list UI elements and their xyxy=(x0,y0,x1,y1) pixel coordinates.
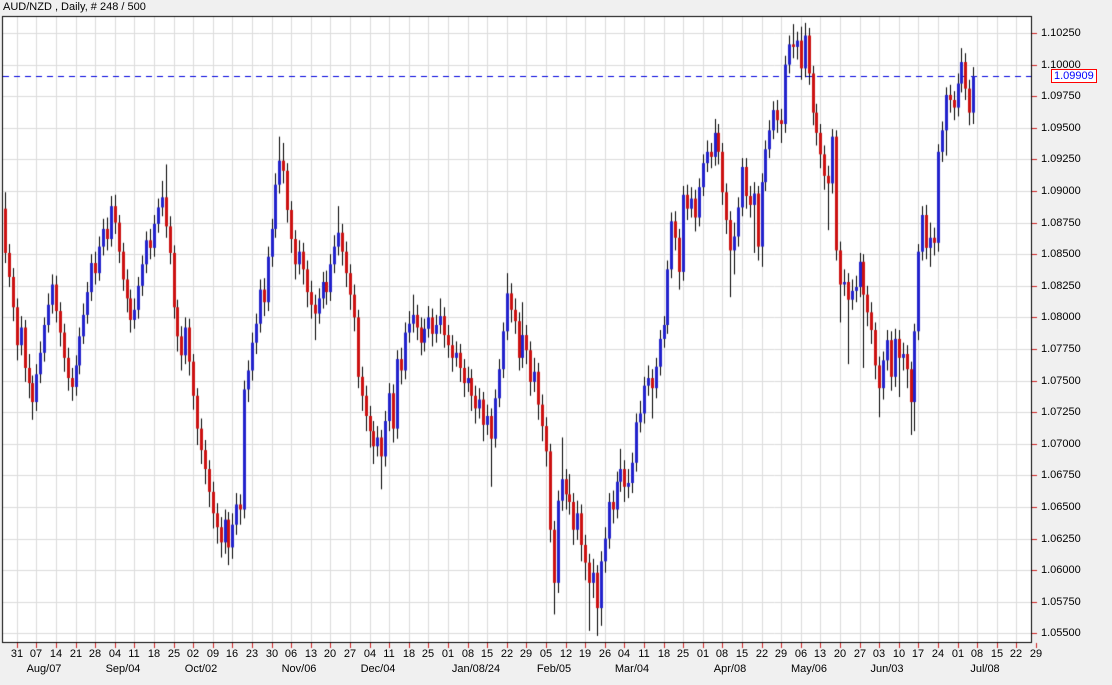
x-axis-day-label: 29 xyxy=(519,648,533,660)
x-axis-day-label: 29 xyxy=(774,648,788,660)
x-axis-day-label: 11 xyxy=(383,648,395,660)
y-axis-label: 1.06250 xyxy=(1041,533,1081,545)
x-axis-day-label: 25 xyxy=(676,648,690,660)
y-axis-label: 1.07500 xyxy=(1041,375,1081,387)
x-axis-day-label: 12 xyxy=(559,648,573,660)
y-axis-label: 1.06500 xyxy=(1041,501,1081,513)
x-axis-month-label: Dec/04 xyxy=(360,663,396,675)
y-axis-label: 1.08500 xyxy=(1041,248,1081,260)
x-axis-day-label: 15 xyxy=(735,648,749,660)
y-axis-label: 1.07750 xyxy=(1041,343,1081,355)
x-axis-day-label: 21 xyxy=(69,648,83,660)
x-axis-day-label: 01 xyxy=(696,648,710,660)
x-axis-day-label: 18 xyxy=(402,648,416,660)
x-axis-day-label: 25 xyxy=(167,648,181,660)
x-axis-day-label: 06 xyxy=(794,648,808,660)
x-axis-day-label: 13 xyxy=(304,648,318,660)
chart-title: AUD/NZD , Daily, # 248 / 500 xyxy=(3,1,146,13)
x-axis-day-label: 19 xyxy=(578,648,592,660)
y-axis-label: 1.09000 xyxy=(1041,185,1081,197)
x-axis-day-label: 01 xyxy=(441,648,455,660)
x-axis-day-label: 10 xyxy=(892,648,906,660)
x-axis-day-label: 15 xyxy=(990,648,1004,660)
x-axis-day-label: 07 xyxy=(29,648,43,660)
x-axis-day-label: 09 xyxy=(206,648,220,660)
x-axis-day-label: 24 xyxy=(931,648,945,660)
x-axis-day-label: 22 xyxy=(755,648,769,660)
x-axis-day-label: 27 xyxy=(853,648,867,660)
y-axis-label: 1.10000 xyxy=(1041,59,1081,71)
x-axis-day-label: 20 xyxy=(323,648,337,660)
x-axis-month-label: Oct/02 xyxy=(184,663,218,675)
x-axis-month-label: Jun/03 xyxy=(870,663,904,675)
x-axis-month-label: Aug/07 xyxy=(26,663,62,675)
x-axis-day-label: 29 xyxy=(1029,648,1043,660)
x-axis-month-label: Sep/04 xyxy=(105,663,141,675)
y-axis-label: 1.08750 xyxy=(1041,217,1081,229)
y-axis-label: 1.09250 xyxy=(1041,153,1081,165)
y-axis-label: 1.09750 xyxy=(1041,90,1081,102)
x-axis-day-label: 27 xyxy=(343,648,357,660)
x-axis-day-label: 04 xyxy=(617,648,631,660)
x-axis-day-label: 18 xyxy=(657,648,671,660)
x-axis-day-label: 17 xyxy=(911,648,925,660)
x-axis-month-label: Feb/05 xyxy=(536,663,572,675)
x-axis-day-label: 04 xyxy=(108,648,122,660)
x-axis-day-label: 13 xyxy=(813,648,827,660)
x-axis-day-label: 20 xyxy=(833,648,847,660)
x-axis-day-label: 22 xyxy=(500,648,514,660)
x-axis-day-label: 30 xyxy=(265,648,279,660)
x-axis-day-label: 23 xyxy=(245,648,259,660)
x-axis-day-label: 04 xyxy=(363,648,377,660)
current-price-tag: 1.09909 xyxy=(1051,69,1097,83)
y-axis-label: 1.10250 xyxy=(1041,27,1081,39)
x-axis-day-label: 11 xyxy=(638,648,650,660)
x-axis-day-label: 06 xyxy=(284,648,298,660)
x-axis-day-label: 25 xyxy=(421,648,435,660)
x-axis-day-label: 03 xyxy=(872,648,886,660)
x-axis-day-label: 05 xyxy=(539,648,553,660)
y-axis-label: 1.07250 xyxy=(1041,406,1081,418)
x-axis-day-label: 31 xyxy=(10,648,24,660)
y-axis-label: 1.07000 xyxy=(1041,438,1081,450)
y-axis-label: 1.08000 xyxy=(1041,311,1081,323)
x-axis-month-label: May/06 xyxy=(790,663,828,675)
x-axis-day-label: 22 xyxy=(1009,648,1023,660)
x-axis-day-label: 08 xyxy=(461,648,475,660)
y-axis-label: 1.06750 xyxy=(1041,469,1081,481)
x-axis-day-label: 15 xyxy=(480,648,494,660)
x-axis-day-label: 28 xyxy=(88,648,102,660)
x-axis-day-label: 01 xyxy=(951,648,965,660)
x-axis-day-label: 08 xyxy=(715,648,729,660)
x-axis-day-label: 02 xyxy=(186,648,200,660)
y-axis-label: 1.08250 xyxy=(1041,280,1081,292)
x-axis-day-label: 14 xyxy=(49,648,63,660)
x-axis-month-label: Jan/08/24 xyxy=(451,663,501,675)
y-axis-label: 1.09500 xyxy=(1041,122,1081,134)
y-axis-label: 1.05750 xyxy=(1041,596,1081,608)
x-axis-day-label: 16 xyxy=(225,648,239,660)
x-axis-day-label: 18 xyxy=(147,648,161,660)
x-axis-month-label: Apr/08 xyxy=(713,663,747,675)
x-axis-month-label: Nov/06 xyxy=(281,663,317,675)
x-axis-month-label: Mar/04 xyxy=(614,663,650,675)
x-axis-day-label: 26 xyxy=(598,648,612,660)
x-axis-day-label: 08 xyxy=(970,648,984,660)
x-axis-day-label: 11 xyxy=(128,648,140,660)
y-axis-label: 1.06000 xyxy=(1041,564,1081,576)
x-axis-month-label: Jul/08 xyxy=(970,663,1000,675)
y-axis-label: 1.05500 xyxy=(1041,627,1081,639)
